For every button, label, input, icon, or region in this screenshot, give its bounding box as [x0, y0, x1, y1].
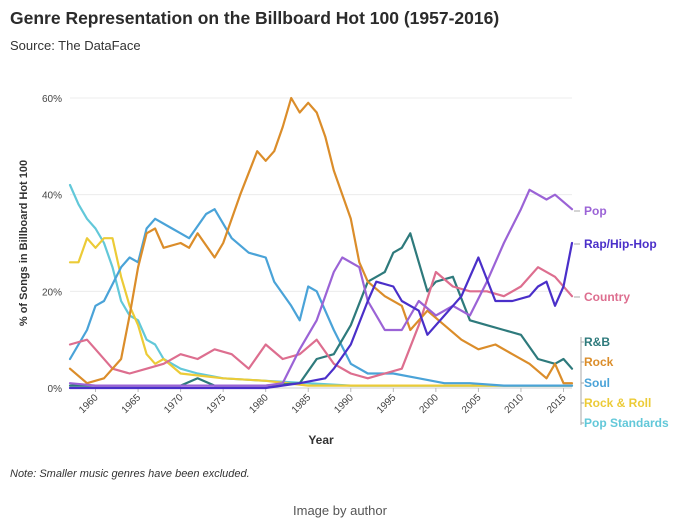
- y-axis-title: % of Songs in Billboard Hot 100: [18, 160, 30, 326]
- x-axis-title: Year: [308, 433, 334, 447]
- series-label: Pop Standards: [584, 416, 669, 430]
- x-tick-label: 1965: [120, 392, 144, 416]
- series-label: Soul: [584, 376, 610, 390]
- x-tick-label: 2015: [545, 392, 569, 416]
- series-line-rock: [68, 96, 574, 385]
- x-tick-label: 1985: [290, 392, 314, 416]
- series-label: Rap/Hip-Hop: [584, 237, 657, 251]
- series-lines: [68, 96, 574, 390]
- x-tick-label: 2010: [503, 392, 527, 416]
- y-tick-label: 60%: [42, 94, 62, 105]
- series-line-r-b: [68, 232, 574, 387]
- x-tick-label: 1980: [247, 392, 271, 416]
- series-line-rap-hip-hop: [68, 241, 574, 390]
- series-line-pop-standards: [68, 183, 574, 387]
- series-line-pop: [68, 188, 574, 387]
- series-label: R&B: [584, 335, 610, 349]
- x-tick-label: 2000: [417, 392, 441, 416]
- chart-subtitle: Source: The DataFace: [10, 38, 141, 53]
- y-tick-label: 0%: [48, 384, 63, 395]
- y-tick-label: 40%: [42, 191, 62, 202]
- series-label: Rock & Roll: [584, 396, 651, 410]
- series-label: Rock: [584, 355, 614, 369]
- series-line-soul: [68, 208, 574, 387]
- series-label: Country: [584, 290, 630, 304]
- series-line-rock-roll: [68, 237, 574, 387]
- series-line-country: [68, 266, 574, 380]
- x-tick-label: 1995: [375, 392, 399, 416]
- footnote: Note: Smaller music genres have been exc…: [10, 468, 250, 480]
- x-tick-label: 1990: [332, 392, 356, 416]
- line-chart: 0% 20% 40% 60% 1960 1965 1970 1975 1980 1985 1990…: [18, 94, 669, 447]
- chart-title: Genre Representation on the Billboard Ho…: [10, 8, 500, 28]
- x-tick-label: 1975: [205, 392, 229, 416]
- x-tick-label: 1960: [77, 392, 101, 416]
- series-labels: Pop Rap/Hip-Hop Country R&B Rock Soul Rock & R…: [574, 204, 669, 430]
- x-axis-ticks: 1960 1965 1970 1975 1980 1985 1990 1995 2000 2005…: [77, 388, 569, 416]
- x-tick-label: 2005: [460, 392, 484, 416]
- y-tick-label: 20%: [42, 287, 62, 298]
- y-axis-ticks: 0% 20% 40% 60%: [42, 94, 62, 395]
- series-label: Pop: [584, 204, 607, 218]
- image-caption: Image by author: [293, 503, 387, 518]
- x-tick-label: 1970: [162, 392, 186, 416]
